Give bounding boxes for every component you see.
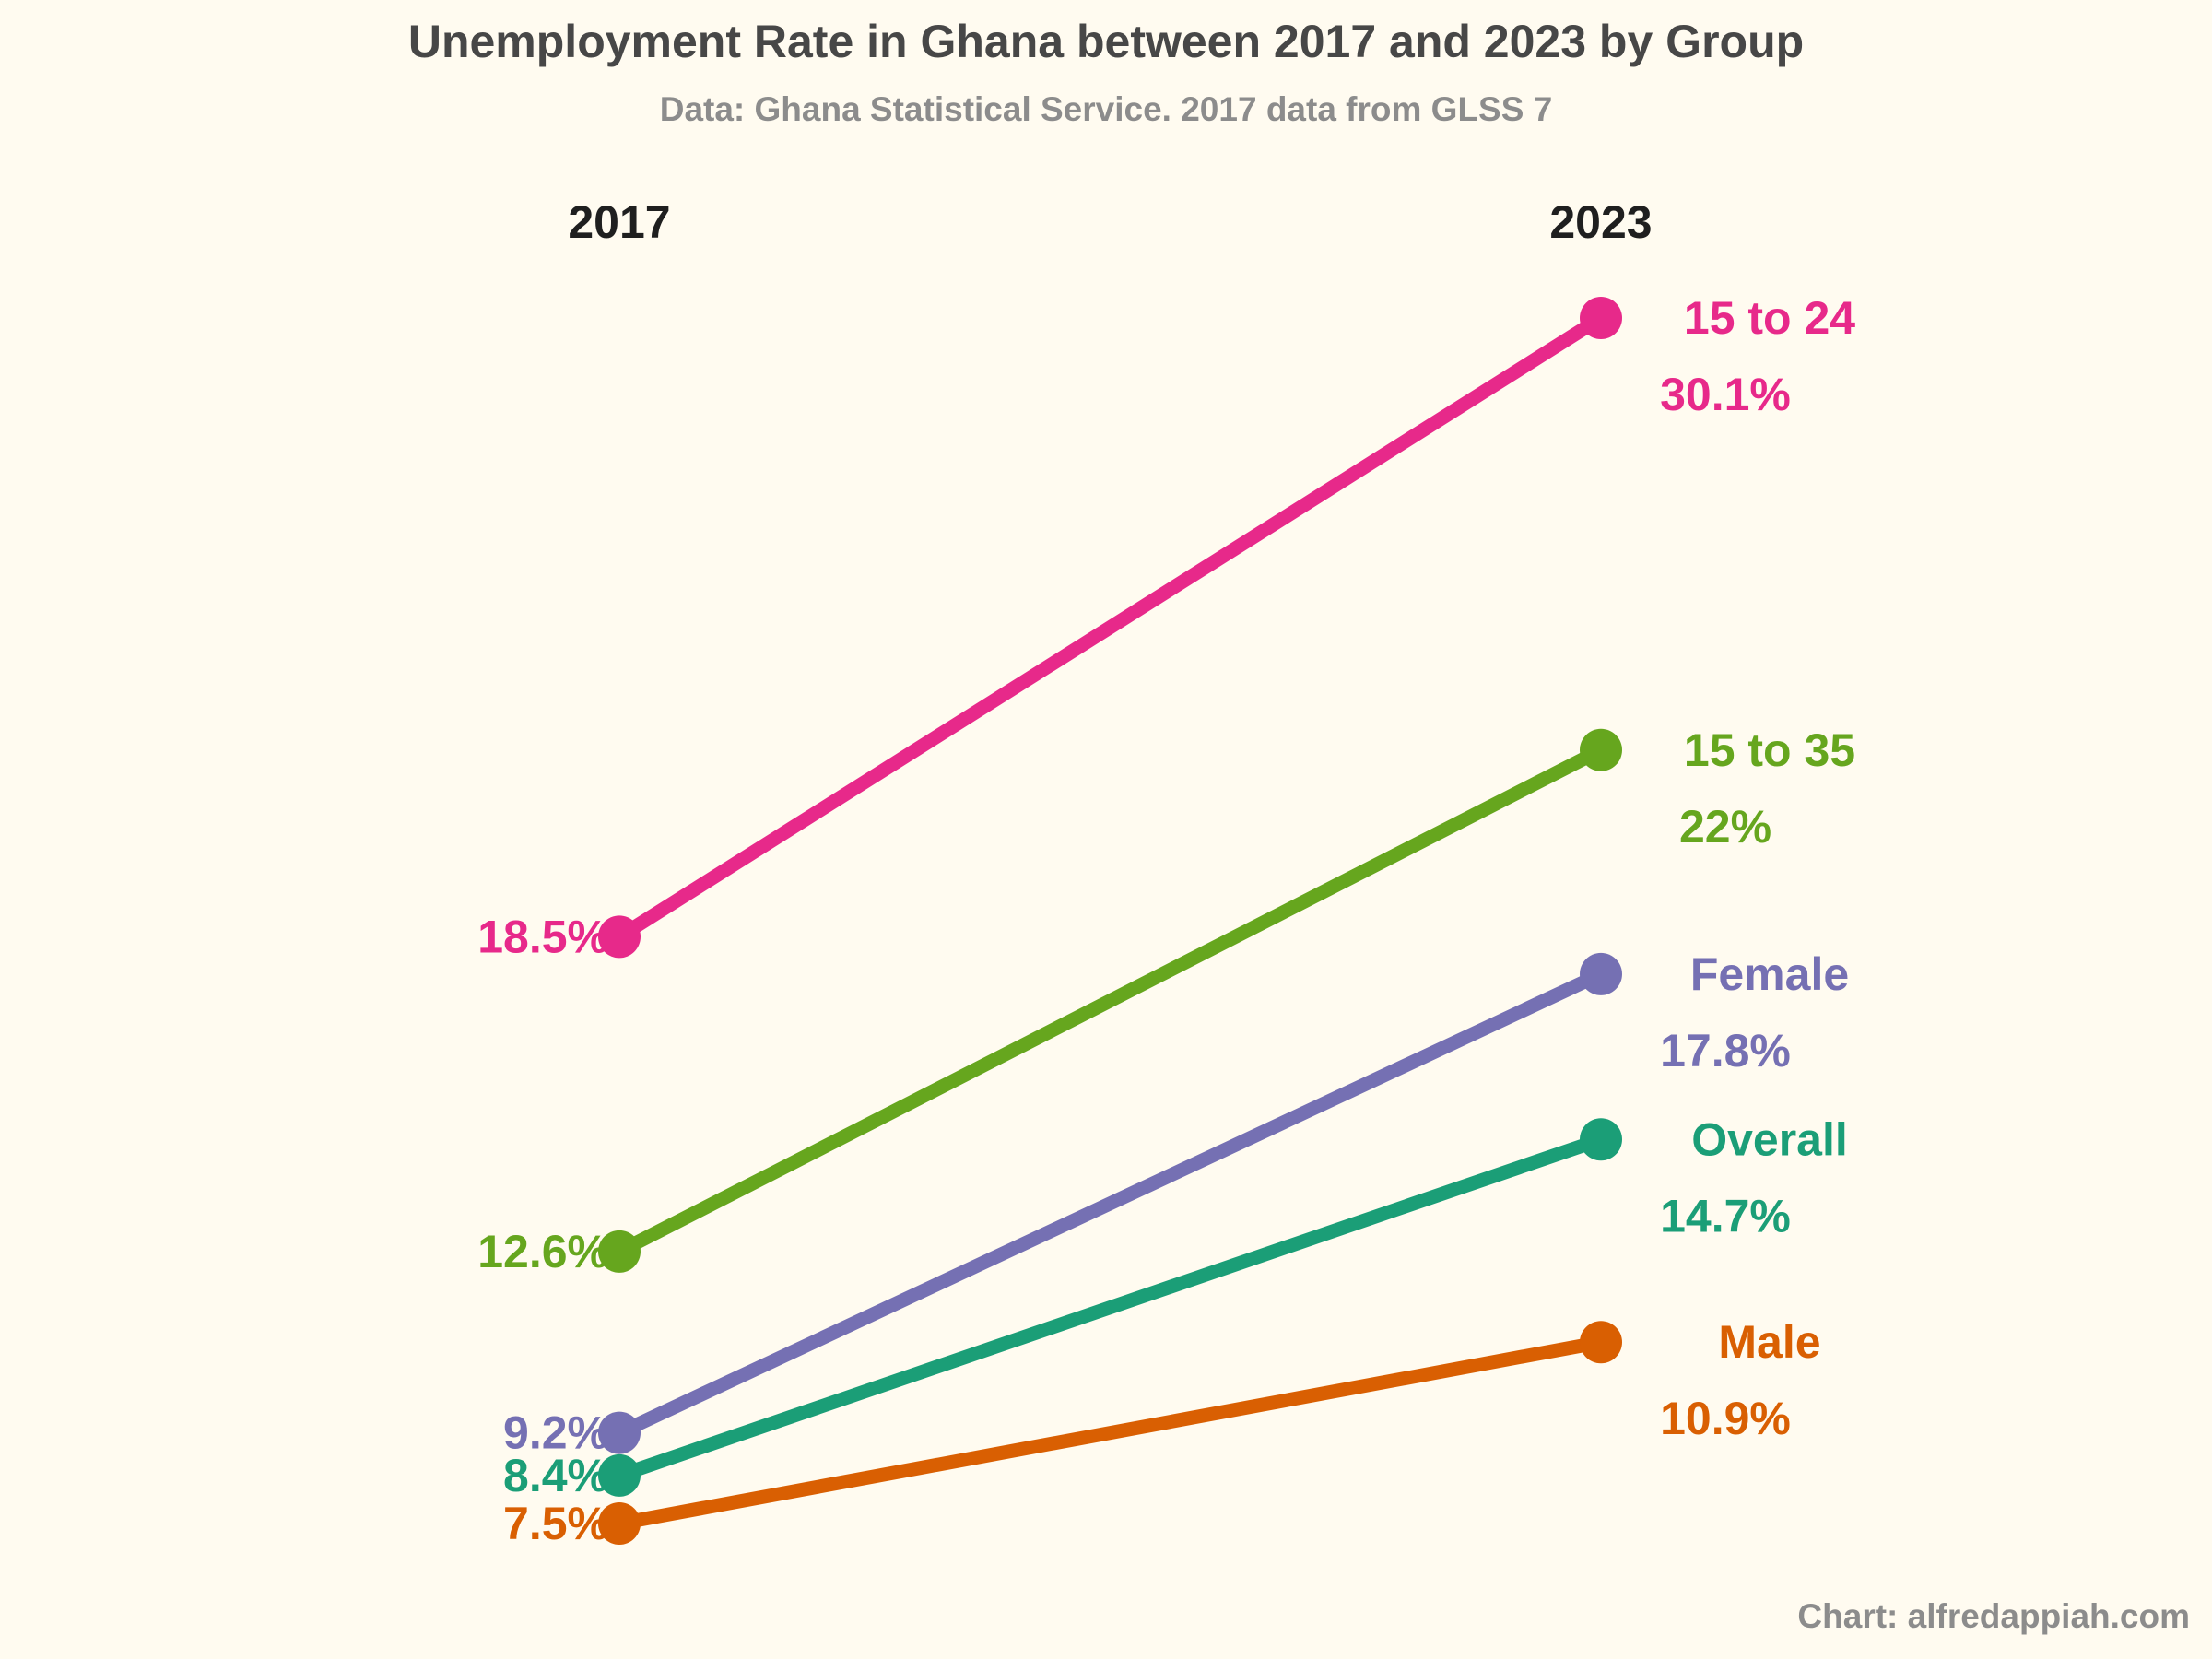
- point-2017-15-to-24: [598, 915, 641, 959]
- point-2023-overall: [1580, 1118, 1622, 1161]
- line-male: [612, 1335, 1608, 1531]
- value-label-2017-overall: 8.4%: [503, 1450, 608, 1501]
- series-name-15-to-35: 15 to 35: [1684, 724, 1855, 776]
- value-label-2017-female: 9.2%: [503, 1407, 608, 1459]
- value-label-2023-overall: 14.7%: [1660, 1190, 1791, 1241]
- line-15-to-35: [612, 743, 1608, 1259]
- value-label-2017-15-to-24: 18.5%: [477, 911, 608, 962]
- value-label-2023-female: 17.8%: [1660, 1025, 1791, 1077]
- line-15-to-24: [612, 311, 1608, 944]
- line-overall: [612, 1132, 1608, 1483]
- series-male: 7.5% Male 10.9%: [503, 1316, 1821, 1549]
- point-2023-female: [1580, 952, 1622, 995]
- series-name-overall: Overall: [1691, 1113, 1848, 1165]
- point-2023-15-to-35: [1580, 728, 1622, 771]
- series-15-to-35: 12.6% 15 to 35 22%: [477, 724, 1855, 1277]
- value-label-2023-male: 10.9%: [1660, 1393, 1791, 1444]
- series-name-15-to-24: 15 to 24: [1684, 292, 1855, 344]
- chart-subtitle: Data: Ghana Statistical Service. 2017 da…: [660, 90, 1553, 128]
- x-label-2017: 2017: [568, 196, 670, 248]
- chart-title: Unemployment Rate in Ghana between 2017 …: [408, 16, 1804, 67]
- series-overall: 8.4% Overall 14.7%: [503, 1113, 1848, 1501]
- x-label-2023: 2023: [1549, 196, 1652, 248]
- point-2017-15-to-35: [598, 1230, 641, 1273]
- series-female: 9.2% Female 17.8%: [503, 948, 1849, 1459]
- line-female: [612, 967, 1608, 1441]
- point-2023-15-to-24: [1580, 297, 1622, 339]
- value-label-2023-15-to-35: 22%: [1679, 801, 1771, 853]
- point-2017-female: [598, 1411, 641, 1454]
- series-15-to-24: 18.5% 15 to 24 30.1%: [477, 292, 1855, 962]
- point-2023-male: [1580, 1321, 1622, 1364]
- value-label-2017-15-to-35: 12.6%: [477, 1226, 608, 1277]
- chart-caption: Chart: alfredappiah.com: [1797, 1597, 2190, 1635]
- series-layer: 7.5%Male10.9%8.4%Overall14.7%9.2%Female1…: [477, 292, 1855, 1549]
- value-label-2017-male: 7.5%: [503, 1498, 608, 1549]
- series-name-female: Female: [1690, 948, 1849, 1000]
- point-2017-male: [598, 1502, 641, 1545]
- series-name-male: Male: [1718, 1316, 1820, 1368]
- value-label-2023-15-to-24: 30.1%: [1660, 369, 1791, 420]
- point-2017-overall: [598, 1453, 641, 1497]
